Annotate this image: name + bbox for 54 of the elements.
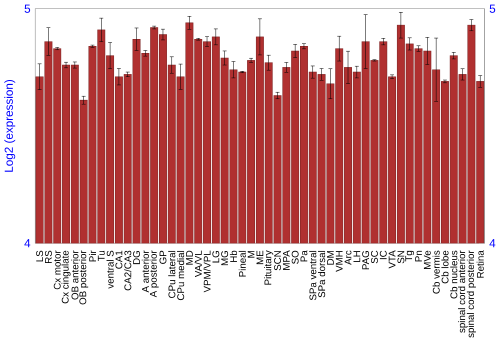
- x-tick-label: SN: [397, 250, 404, 264]
- x-tick-label: ME: [256, 250, 264, 264]
- x-tick-label: CA2/CA3: [124, 250, 132, 290]
- x-tick-label: RS: [44, 250, 52, 263]
- x-tick-label: VMH: [336, 250, 343, 272]
- x-tick-label: Cb nucleus: [450, 250, 458, 298]
- x-tick-label: MG: [221, 250, 228, 265]
- x-tick-label: SC: [371, 250, 378, 264]
- x-tick-label: PAG: [362, 250, 370, 270]
- x-tick-label: Pn: [415, 250, 422, 262]
- x-tick-label: Tg: [405, 250, 414, 262]
- x-tick-label: Cx motor: [54, 250, 61, 290]
- x-tick-label: Pineal: [238, 250, 246, 276]
- x-tick-label: LH: [353, 250, 360, 262]
- x-tick-label: CA1: [115, 250, 122, 268]
- y2-tick-label: 4: [489, 238, 496, 247]
- x-tick-label: Pituitary: [264, 250, 274, 284]
- y2-tick-label: 5: [490, 4, 496, 13]
- x-tick-label: VA/VL: [194, 250, 202, 277]
- x-tick-label: Cx cingulate: [62, 250, 71, 304]
- x-tick-label: spinal cord posterior: [466, 250, 476, 338]
- x-tick-label: CPu lateral: [168, 250, 176, 298]
- x-tick-label: VPM/VPL: [203, 250, 211, 292]
- x-tick-label: ventral S: [106, 250, 114, 288]
- x-tick-label: LS: [36, 250, 44, 262]
- x-tick-label: Pir: [88, 250, 96, 262]
- x-tick-label: SCN: [274, 250, 281, 270]
- x-tick-label: Tu: [98, 250, 105, 261]
- x-tick-label: DG: [133, 250, 140, 264]
- x-tick-label: Retina: [476, 250, 484, 278]
- x-tick-label: M: [248, 250, 254, 258]
- x-tick-label: VTA: [388, 250, 396, 268]
- x-tick-label: GP: [160, 250, 166, 264]
- y-axis-title: Log2 (expression): [4, 80, 16, 172]
- x-tick-label: Cb vermis: [432, 250, 440, 294]
- x-tick-label: IC: [380, 250, 387, 259]
- x-tick-label: spinal cord anterior: [458, 250, 468, 333]
- x-tick-label: Arc: [344, 250, 352, 265]
- x-tick-label: CPu medial: [177, 250, 184, 300]
- x-tick-label: MD: [186, 250, 193, 264]
- x-tick-label: Cb lobe: [441, 250, 449, 284]
- x-tick-label: Pa: [300, 250, 308, 262]
- x-tick-label: A posterior: [150, 250, 159, 298]
- x-tick-label: SPa ventral: [309, 250, 316, 300]
- x-tick-label: MVe: [424, 250, 431, 269]
- x-tick-label: A anterior: [142, 250, 149, 292]
- x-tick-label: OB anterior: [71, 250, 78, 300]
- x-tick-label: SPa dorsal: [318, 250, 326, 298]
- x-tick-label: Hb: [230, 250, 238, 262]
- x-tick-label: OB posterior: [79, 250, 88, 304]
- x-tick-label: MPA: [282, 250, 290, 270]
- x-tick-label: LG: [212, 250, 220, 262]
- x-tick-label: SO: [292, 250, 299, 264]
- x-tick-label: DM: [327, 250, 334, 264]
